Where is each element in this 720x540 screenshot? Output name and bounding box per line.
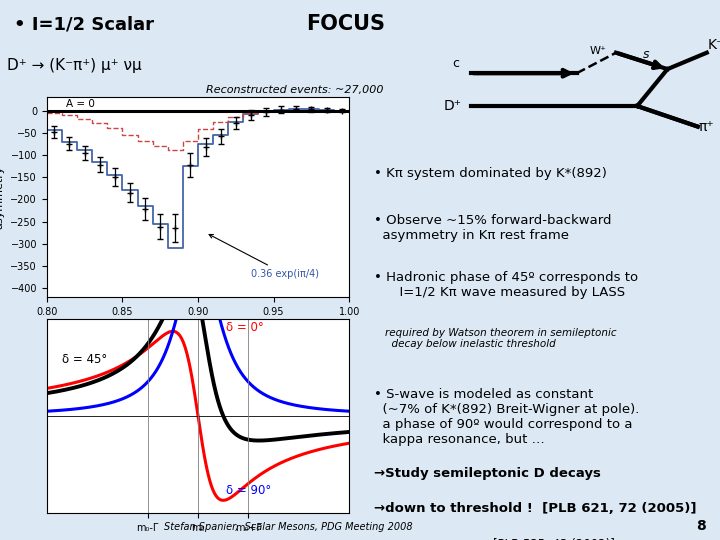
Text: 0.36 exp(iπ/4): 0.36 exp(iπ/4) (209, 234, 319, 279)
Text: δ = 0°: δ = 0° (226, 321, 264, 334)
Text: • Observe ~15% forward-backward
  asymmetry in Kπ rest frame: • Observe ~15% forward-backward asymmetr… (374, 214, 612, 241)
Text: δ = 45°: δ = 45° (62, 353, 107, 367)
Text: • I=1/2 Scalar: • I=1/2 Scalar (14, 15, 154, 33)
Y-axis label: asymmetry: asymmetry (0, 165, 5, 229)
Text: A = 0: A = 0 (66, 99, 95, 109)
Text: Stefan Spanier,  Scalar Mesons, PDG Meeting 2008: Stefan Spanier, Scalar Mesons, PDG Meeti… (163, 522, 413, 531)
Text: c: c (452, 57, 459, 70)
Text: W⁺: W⁺ (590, 46, 606, 56)
Text: s: s (643, 48, 649, 61)
Text: K⁻: K⁻ (708, 38, 720, 52)
Text: δ = 90°: δ = 90° (226, 483, 271, 497)
Text: • Hadronic phase of 45º corresponds to
      I=1/2 Kπ wave measured by LASS: • Hadronic phase of 45º corresponds to I… (374, 271, 639, 299)
Text: D⁺ → (K⁻π⁺) μ⁺ νμ: D⁺ → (K⁻π⁺) μ⁺ νμ (7, 58, 142, 73)
X-axis label: M (Kπ) GeV: M (Kπ) GeV (167, 322, 229, 332)
Text: • Kπ system dominated by K*(892): • Kπ system dominated by K*(892) (374, 167, 607, 180)
Text: required by Watson theorem in semileptonic
  decay below inelastic threshold: required by Watson theorem in semilepton… (384, 328, 616, 349)
Text: π⁺: π⁺ (699, 120, 714, 134)
Text: →down to threshold !  [PLB 621, 72 (2005)]: →down to threshold ! [PLB 621, 72 (2005)… (374, 502, 697, 515)
Text: Reconstructed events: ~27,000: Reconstructed events: ~27,000 (206, 85, 384, 95)
Text: [PLB 535, 43 (2002)]: [PLB 535, 43 (2002)] (493, 538, 615, 540)
Text: D⁺: D⁺ (444, 99, 462, 113)
Text: • S-wave is modeled as constant
  (~7% of K*(892) Breit-Wigner at pole).
  a pha: • S-wave is modeled as constant (~7% of … (374, 388, 640, 446)
Text: FOCUS: FOCUS (306, 14, 385, 35)
Text: →Study semileptonic D decays: →Study semileptonic D decays (374, 467, 601, 480)
Text: 8: 8 (696, 519, 706, 534)
